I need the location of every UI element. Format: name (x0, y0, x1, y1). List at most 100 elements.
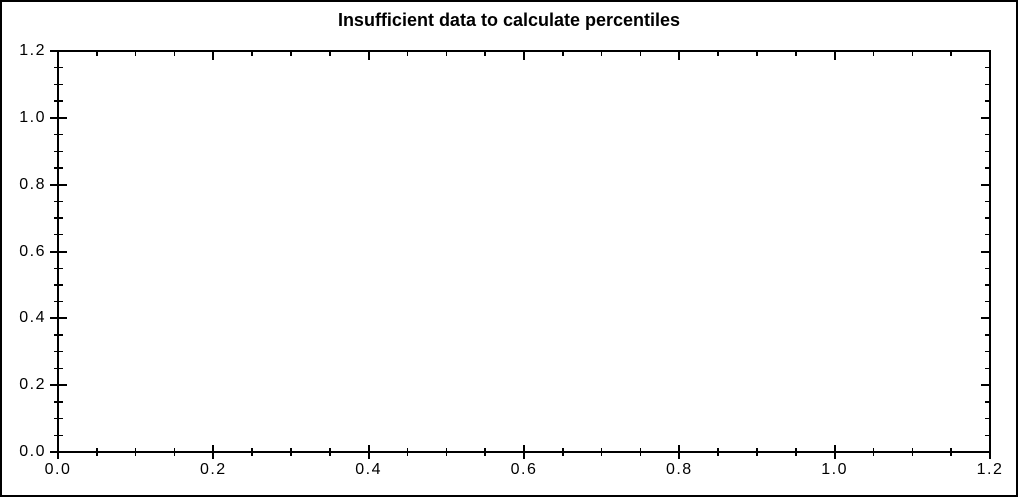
y-axis-tick-right (985, 300, 989, 303)
y-axis-tick-left (53, 67, 63, 69)
x-axis-tick-top (212, 52, 215, 60)
x-axis-tick-bottom (212, 445, 215, 459)
y-tick-label: 0.8 (19, 175, 46, 193)
y-axis-tick-left (53, 401, 63, 403)
x-axis-tick-top (406, 52, 409, 56)
y-tick-label: 1.2 (19, 42, 46, 59)
y-axis-tick-left (53, 167, 63, 169)
x-axis-tick-bottom (989, 445, 991, 459)
y-axis-tick-left (53, 100, 63, 102)
y-axis-tick-left (53, 284, 63, 286)
y-axis-tick-left (53, 234, 63, 236)
y-tick-label: 0.6 (19, 242, 46, 260)
x-tick-label: 1.0 (821, 461, 849, 478)
x-axis-tick-bottom (911, 448, 914, 456)
y-axis-tick-right (985, 234, 989, 236)
x-axis-tick-top (134, 52, 137, 56)
y-axis-tick-right (985, 434, 989, 436)
x-tick-label: 0.6 (510, 461, 538, 478)
y-axis-tick-right (981, 50, 989, 52)
y-tick-label: 1.0 (19, 108, 46, 126)
x-axis-tick-bottom (872, 448, 875, 456)
y-axis-tick-right (985, 83, 989, 86)
x-axis-tick-top (989, 52, 991, 60)
x-axis-tick-top (795, 52, 797, 56)
y-tick-label: 0.2 (19, 376, 46, 394)
x-axis-tick-top (329, 52, 331, 56)
plot-area (57, 50, 991, 453)
x-axis-tick-top (756, 52, 758, 56)
y-axis-tick-right (985, 100, 989, 102)
x-axis-tick-bottom (717, 448, 719, 456)
x-axis-tick-bottom (639, 448, 642, 456)
x-axis-tick-top (872, 52, 875, 56)
y-axis-tick-left (53, 200, 63, 203)
y-tick-label: 0.0 (19, 443, 46, 460)
y-axis-tick-right (985, 367, 989, 370)
y-axis-tick-left (53, 300, 63, 303)
y-axis-tick-right (981, 250, 989, 253)
x-axis-tick-bottom (833, 445, 836, 459)
y-axis-tick-right (985, 133, 989, 136)
x-axis-tick-top (950, 52, 952, 56)
x-axis-tick-top (251, 52, 253, 56)
x-axis-tick-top (367, 52, 370, 60)
y-axis-tick-left (49, 384, 67, 387)
y-tick-label: 0.4 (19, 309, 46, 327)
y-axis-tick-right (981, 451, 989, 453)
y-axis-tick-left (53, 150, 63, 152)
x-axis-tick-top (523, 52, 525, 60)
y-axis-tick-right (985, 417, 989, 420)
x-axis-tick-top (290, 52, 292, 56)
y-axis-tick-left (53, 133, 63, 136)
x-axis-tick-top (639, 52, 642, 56)
y-axis-tick-right (985, 334, 989, 336)
y-axis-tick-right (985, 167, 989, 169)
y-axis-tick-right (981, 116, 989, 119)
y-axis-tick-left (53, 83, 63, 86)
x-axis-tick-top (911, 52, 914, 56)
x-axis-tick-bottom (562, 448, 564, 456)
x-axis-tick-top (562, 52, 564, 56)
y-axis-tick-right (985, 67, 989, 69)
x-axis-tick-bottom (329, 448, 331, 456)
y-axis-tick-right (985, 401, 989, 403)
x-axis-tick-bottom (795, 448, 797, 456)
x-axis-tick-top (600, 52, 603, 56)
y-axis-tick-left (53, 217, 63, 219)
y-axis-tick-left (49, 451, 67, 453)
x-tick-label: 1.2 (976, 461, 1004, 478)
y-axis-tick-left (53, 367, 63, 370)
x-axis-tick-bottom (173, 448, 176, 456)
y-axis-tick-right (985, 284, 989, 286)
y-axis-tick-left (49, 183, 67, 186)
y-axis-tick-left (49, 50, 67, 52)
chart-title: Insufficient data to calculate percentil… (337, 10, 681, 30)
y-axis-tick-right (985, 200, 989, 203)
y-axis-tick-left (53, 351, 63, 353)
x-axis-tick-bottom (523, 445, 525, 459)
y-axis-tick-left (53, 417, 63, 420)
x-axis-tick-top (57, 52, 59, 60)
x-tick-label: 0.8 (665, 461, 693, 478)
x-axis-tick-bottom (600, 448, 603, 456)
x-tick-label: 0.2 (199, 461, 227, 478)
y-axis-tick-right (981, 183, 989, 186)
y-axis-tick-right (981, 317, 989, 320)
x-axis-tick-top (833, 52, 836, 60)
y-axis-tick-left (49, 116, 67, 119)
y-axis-tick-left (49, 250, 67, 253)
x-axis-tick-bottom (950, 448, 952, 456)
x-axis-tick-top (717, 52, 719, 56)
y-axis-tick-right (985, 217, 989, 219)
y-axis-tick-right (985, 267, 989, 269)
x-axis-tick-bottom (290, 448, 292, 456)
x-axis-tick-bottom (134, 448, 137, 456)
y-axis-tick-right (981, 384, 989, 387)
x-axis-tick-bottom (406, 448, 409, 456)
x-axis-tick-bottom (678, 445, 681, 459)
y-axis-tick-left (49, 317, 67, 320)
x-axis-tick-bottom (367, 445, 370, 459)
x-axis-tick-bottom (484, 448, 486, 456)
x-axis-tick-top (678, 52, 681, 60)
